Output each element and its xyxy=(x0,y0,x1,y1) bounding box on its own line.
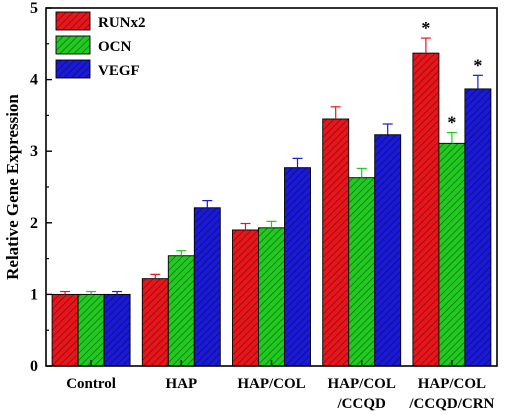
bar-vegf-2 xyxy=(284,167,311,367)
error-bar-ocn-0 xyxy=(86,290,97,295)
bar-runx2-1 xyxy=(141,278,169,367)
significance-star-vegf-4: * xyxy=(473,55,482,75)
bar-runx2-0 xyxy=(51,293,79,367)
error-bar-runx2-3 xyxy=(330,106,341,119)
bar-runx2-4 xyxy=(412,52,440,367)
error-bar-ocn-4 xyxy=(446,131,457,144)
legend-label-runx2: RUNx2 xyxy=(98,15,146,31)
bar-vegf-1 xyxy=(193,207,221,367)
bar-ocn-3 xyxy=(348,177,376,367)
error-bar-runx2-4 xyxy=(420,37,431,54)
bar-vegf-3 xyxy=(374,134,402,367)
error-bar-vegf-1 xyxy=(202,200,213,208)
bar-vegf-0 xyxy=(103,293,131,367)
significance-layer: * * * xyxy=(421,18,482,133)
bars-layer xyxy=(51,52,492,367)
significance-star-runx2-4: * xyxy=(421,18,430,38)
error-bar-runx2-0 xyxy=(60,290,71,295)
error-bar-ocn-3 xyxy=(356,167,367,178)
x-category-label: HAP/COL xyxy=(328,376,396,392)
error-bar-vegf-0 xyxy=(112,290,123,295)
bar-runx2-3 xyxy=(322,118,350,367)
error-bar-ocn-1 xyxy=(176,250,187,256)
significance-star-ocn-4: * xyxy=(447,113,456,133)
y-tick-label: 2 xyxy=(30,215,38,232)
bar-ocn-2 xyxy=(258,227,285,367)
legend: RUNx2 OCN VEGF xyxy=(55,11,146,79)
legend-label-ocn: OCN xyxy=(98,39,132,55)
bar-vegf-4 xyxy=(464,88,492,367)
legend-swatch-runx2 xyxy=(55,11,91,31)
error-bars-layer xyxy=(60,37,483,295)
x-category-label: /CCQD xyxy=(337,396,387,412)
y-axis-title: Relative Gene Expression xyxy=(3,94,22,280)
error-bar-runx2-1 xyxy=(150,273,161,279)
x-axis-labels: Control HAP HAP/COL HAP/COL/CCQD HAP/COL/CCQ… xyxy=(66,360,495,412)
legend-swatch-ocn xyxy=(55,35,91,55)
legend-swatch-vegf xyxy=(55,59,91,79)
y-tick-label: 0 xyxy=(30,358,38,375)
y-axis-ticks: 0 1 2 3 4 5 xyxy=(30,0,52,375)
error-bar-ocn-2 xyxy=(266,220,277,228)
error-bar-vegf-2 xyxy=(292,157,303,168)
y-tick-label: 4 xyxy=(30,72,38,89)
error-bar-vegf-3 xyxy=(382,123,393,135)
x-category-label: HAP/COL xyxy=(237,376,305,392)
y-tick-label: 1 xyxy=(30,286,38,303)
x-category-label: HAP xyxy=(165,376,197,392)
bar-ocn-4 xyxy=(438,142,466,367)
bar-runx2-2 xyxy=(232,229,259,367)
error-bar-vegf-4 xyxy=(472,74,483,89)
x-category-label: /CCQD/CRN xyxy=(408,396,494,412)
legend-label-vegf: VEGF xyxy=(98,63,140,79)
bar-ocn-1 xyxy=(167,255,195,367)
y-tick-label: 5 xyxy=(30,0,38,17)
bar-ocn-0 xyxy=(77,293,105,367)
y-tick-label: 3 xyxy=(30,143,38,160)
x-category-label: HAP/COL xyxy=(418,376,486,392)
error-bar-runx2-2 xyxy=(240,222,251,230)
x-category-label: Control xyxy=(66,376,116,392)
